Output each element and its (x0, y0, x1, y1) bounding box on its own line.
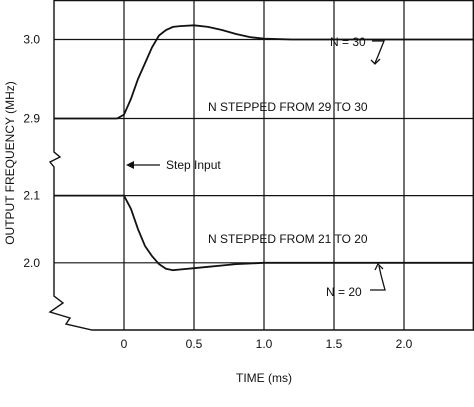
annotation-n30-arrow (372, 40, 385, 64)
x-tick-label: 0 (121, 337, 128, 351)
series-layer (54, 24, 474, 272)
x-tick-label: 1.0 (256, 337, 273, 351)
x-tick-label: 0.5 (186, 337, 203, 351)
annotation-n20-arrow (370, 265, 386, 291)
x-axis-title: TIME (ms) (236, 371, 292, 385)
annotation-step-input: Step Input (166, 158, 221, 172)
annotation-step-input-arrowhead (126, 161, 134, 169)
annotation-stepped-down: N STEPPED FROM 21 TO 20 (208, 232, 368, 246)
frame-layer (48, 0, 474, 331)
annotation-n30-arrowhead (370, 58, 381, 65)
annotation-stepped-up: N STEPPED FROM 29 TO 30 (208, 100, 368, 114)
series-line-lower (54, 194, 474, 272)
y-axis-break-line (48, 0, 94, 331)
annotation-layer: N = 30 N STEPPED FROM 29 TO 30 Step Inpu… (126, 35, 386, 299)
x-tick-label: 1.5 (326, 337, 343, 351)
annotation-n20: N = 20 (326, 285, 362, 299)
y-tick-label: 3.0 (23, 33, 40, 47)
annotation-n30: N = 30 (330, 35, 366, 49)
series-line-upper (54, 24, 474, 120)
x-tick-label: 2.0 (396, 337, 413, 351)
y-axis-title: OUTPUT FREQUENCY (MHz) (3, 81, 17, 245)
y-tick-label: 2.9 (23, 112, 40, 126)
y-tick-label: 2.1 (23, 189, 40, 203)
axis-layer: 0 0.5 1.0 1.5 2.0 3.0 2.9 2.1 2.0 (23, 33, 412, 352)
annotation-n20-arrowhead (374, 262, 384, 271)
y-tick-label: 2.0 (23, 256, 40, 270)
